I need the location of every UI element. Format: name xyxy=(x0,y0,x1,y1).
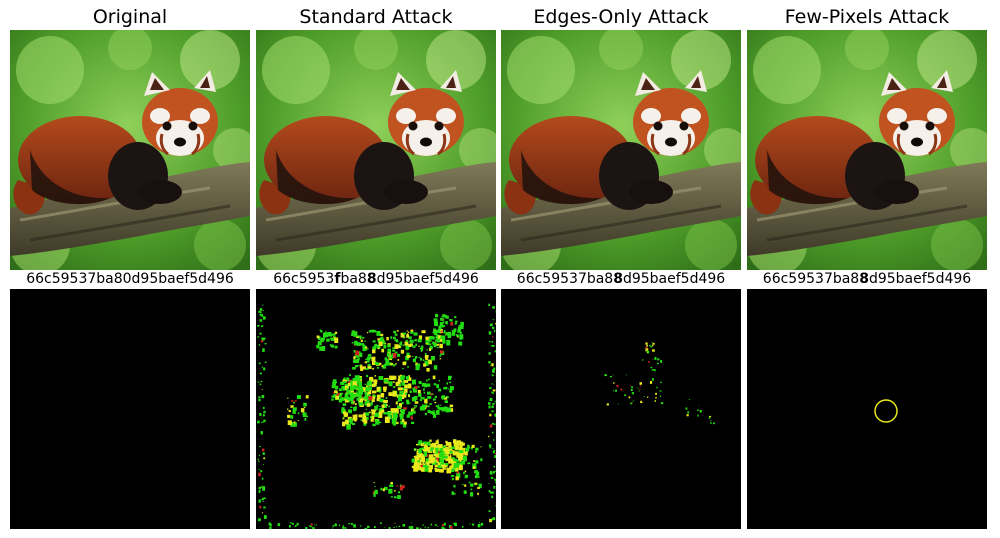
panel-standard-attack: Standard Attack xyxy=(256,0,496,538)
panel-few-pixels-attack: Few-Pixels Attack xyxy=(747,0,987,538)
hash-changed-char: 8 xyxy=(613,271,623,287)
red-panda-image xyxy=(10,30,250,270)
panel-title: Few-Pixels Attack xyxy=(784,6,950,28)
hash-segment: d95baef5d496 xyxy=(376,271,479,287)
hash-label: 66c5953fba88d95baef5d496 xyxy=(256,271,496,288)
hash-segment: 66c59537ba8 xyxy=(762,271,860,287)
hash-label: 66c59537ba80d95baef5d496 xyxy=(10,271,250,288)
perturbation-map xyxy=(10,289,250,529)
panel-title: Standard Attack xyxy=(299,6,453,28)
hash-changed-char: 8 xyxy=(859,271,869,287)
hash-segment: d95baef5d496 xyxy=(622,271,726,287)
red-panda-image xyxy=(256,30,496,270)
panel-original: Original xyxy=(10,0,250,538)
perturbation-map xyxy=(747,289,987,529)
hash-segment: 66c5953 xyxy=(273,271,335,287)
perturbation-map xyxy=(256,289,496,529)
red-panda-image xyxy=(747,30,987,270)
panel-title: Original xyxy=(92,6,168,28)
hash-segment: 66c59537ba80d95baef5d496 xyxy=(26,271,234,287)
panel-edges-only-attack: Edges-Only Attack xyxy=(501,0,741,538)
hash-label: 66c59537ba88d95baef5d496 xyxy=(501,271,741,288)
hash-changed-char: 8 xyxy=(366,271,377,287)
hash-segment: ba8 xyxy=(340,271,367,287)
panel-title: Edges-Only Attack xyxy=(533,6,709,28)
hash-segment: d95baef5d496 xyxy=(868,271,972,287)
perturbation-map xyxy=(501,289,741,529)
hash-changed-char: f xyxy=(334,271,341,287)
hash-label: 66c59537ba88d95baef5d496 xyxy=(747,271,987,288)
red-panda-image xyxy=(501,30,741,270)
hash-segment: 66c59537ba8 xyxy=(516,271,614,287)
